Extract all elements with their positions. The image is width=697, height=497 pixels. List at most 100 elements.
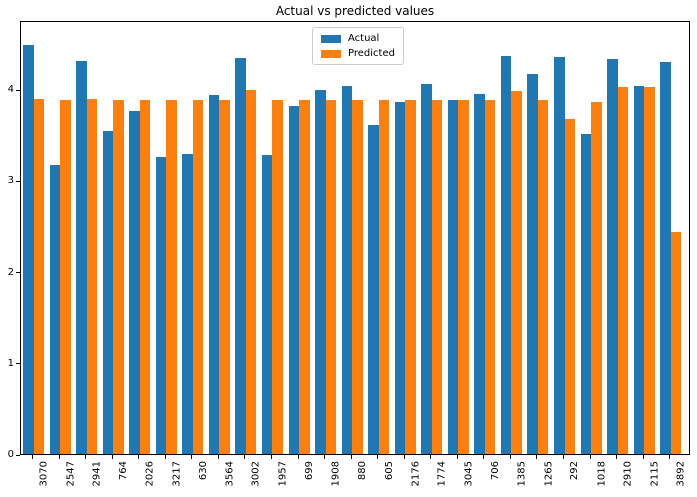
x-tick-label: 292 [569,461,581,481]
x-tick-label: 2547 [65,461,77,487]
x-tick [483,455,485,459]
predicted-bar [192,100,204,454]
chart-title: Actual vs predicted values [275,4,435,18]
bar-group-2941 [76,22,98,454]
legend-swatch-actual [321,34,341,43]
x-tick-label: 3217 [171,461,183,487]
predicted-bar [166,100,177,454]
bar-group-605 [368,22,390,454]
x-tick [324,455,326,459]
bar-group-2115 [633,22,655,454]
actual-bar [155,157,167,454]
actual-bar [341,86,353,454]
bar-group-2910 [607,22,629,454]
legend-entry: Predicted [321,48,395,59]
legend-entry: Actual [321,33,395,44]
x-tick-label: 3564 [224,461,236,487]
x-tick [430,455,432,459]
predicted-bar [352,100,363,454]
actual-bar [633,85,645,454]
legend: Actual Predicted [312,27,404,65]
predicted-bar [591,101,602,454]
actual-bar [261,154,273,454]
predicted-bar [113,100,124,454]
x-tick [669,455,671,459]
predicted-bar [33,99,44,454]
x-tick [58,455,60,459]
actual-bar [580,133,592,454]
predicted-bar [219,100,230,454]
actual-bar [49,165,61,454]
predicted-bar [86,99,98,454]
actual-bar [315,90,326,454]
actual-bar [182,153,193,454]
actual-bar [235,58,246,454]
bar-group-2547 [49,22,71,454]
x-tick [164,455,166,459]
bar-group-630 [182,22,204,454]
x-tick [377,455,379,459]
x-tick-label: 1774 [436,461,448,487]
bar-group-1774 [421,22,443,454]
x-tick-label: 880 [357,461,369,481]
predicted-bar [378,100,390,454]
x-tick [563,455,564,459]
bar-group-3892 [660,22,682,454]
x-tick-label: 2910 [622,461,634,487]
bar-group-764 [102,22,124,454]
predicted-bar [511,90,522,454]
x-tick [191,455,193,459]
x-tick-label: 764 [118,461,130,481]
x-tick-label: 3002 [250,461,262,487]
y-tick-label: 3 [7,175,14,187]
actual-bar [474,93,485,454]
bar-group-1385 [500,22,522,454]
x-tick [403,455,405,459]
x-tick-label: 2176 [410,461,422,487]
legend-label: Predicted [348,48,395,59]
bar-group-3002 [235,22,257,454]
bar-group-1957 [261,22,283,454]
predicted-bar [60,100,71,454]
x-tick-label: 2941 [91,461,103,487]
x-tick [642,455,644,459]
bar-group-1908 [315,22,337,454]
actual-bar [607,59,618,454]
predicted-bar [458,100,469,454]
x-tick [270,455,272,459]
y-tick [16,89,20,91]
x-tick-label: 699 [304,461,315,481]
bar-group-2026 [129,22,151,454]
x-tick-label: 1018 [596,461,608,487]
actual-bar [288,105,299,454]
actual-bar [394,101,406,454]
x-tick-label: 2115 [649,461,661,487]
predicted-bar [325,100,337,454]
y-tick-label: 4 [7,84,14,96]
actual-bar [554,57,565,454]
bar-group-880 [341,22,363,454]
actual-bar [23,44,34,454]
bar-group-1018 [580,22,602,454]
x-tick [350,455,352,459]
x-tick [509,455,511,459]
predicted-bar [139,100,151,454]
predicted-bar [564,119,575,454]
bar-group-3564 [208,22,230,454]
x-tick [456,455,458,459]
predicted-bar [272,100,283,454]
bar-group-3045 [447,22,469,454]
y-tick [16,180,20,182]
y-tick [16,454,20,456]
predicted-bar [405,100,416,454]
x-tick-label: 1385 [516,461,528,487]
x-tick-label: 1957 [277,461,289,487]
predicted-bar [644,87,655,454]
actual-bar [447,100,459,454]
bar-group-699 [288,22,310,454]
predicted-bar [537,100,549,454]
actual-bar [500,55,512,454]
x-tick-label: 706 [489,461,501,481]
bar-group-706 [474,22,496,454]
actual-bar [102,130,114,454]
